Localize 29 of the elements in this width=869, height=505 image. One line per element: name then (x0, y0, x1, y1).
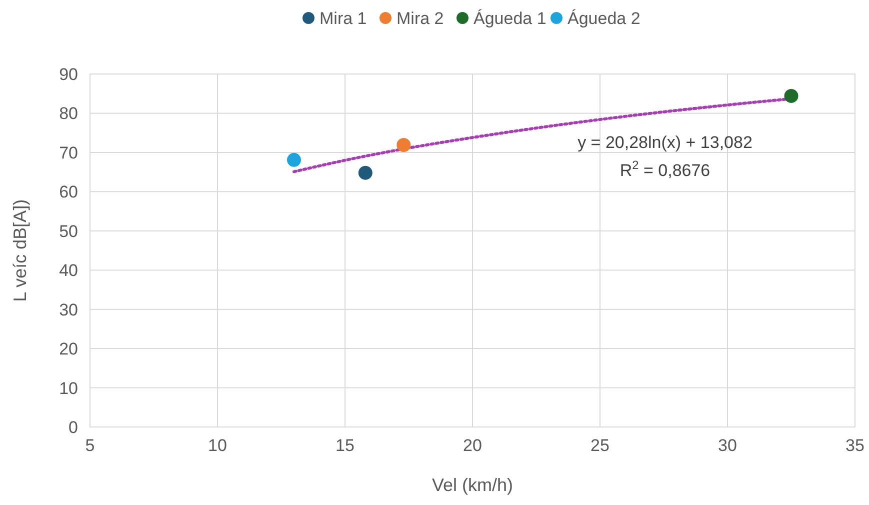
legend-label: Mira 1 (320, 9, 367, 28)
point (396, 138, 411, 152)
x-tick-label: 15 (336, 436, 354, 455)
point (358, 166, 372, 180)
point (287, 152, 301, 167)
x-tick-label: 30 (718, 436, 737, 455)
y-tick-label: 70 (59, 143, 78, 162)
y-tick-label: 50 (59, 222, 78, 241)
y-tick-label: 80 (59, 104, 78, 124)
point (784, 88, 798, 103)
y-tick-label: 30 (59, 300, 78, 320)
x-tick-label: 20 (463, 436, 482, 455)
x-tick-label: 10 (208, 436, 227, 455)
y-tick-label: 0 (68, 418, 78, 437)
y-tick-label: 20 (59, 340, 78, 359)
annotation: y = 20,28ln(x) + 13,082 (578, 133, 752, 152)
legend-label: Águeda 1 (474, 9, 546, 28)
legend-label: Mira 2 (396, 9, 444, 28)
annotation: R$^{2}$ = 0,8676 (620, 158, 710, 180)
x-tick-label: 5 (85, 436, 95, 455)
x-axis-title: Vel (km/h) (432, 475, 514, 495)
y-tick-label: 10 (59, 378, 78, 398)
y-tick-label: 90 (59, 65, 78, 84)
x-tick-label: 35 (846, 436, 864, 455)
x-tick-label: 25 (590, 436, 610, 455)
legend-label: Águeda 2 (568, 9, 640, 28)
y-tick-label: 40 (59, 261, 78, 280)
y-axis-title: L veíc dB[A]) (10, 199, 30, 302)
y-tick-label: 60 (59, 182, 78, 202)
